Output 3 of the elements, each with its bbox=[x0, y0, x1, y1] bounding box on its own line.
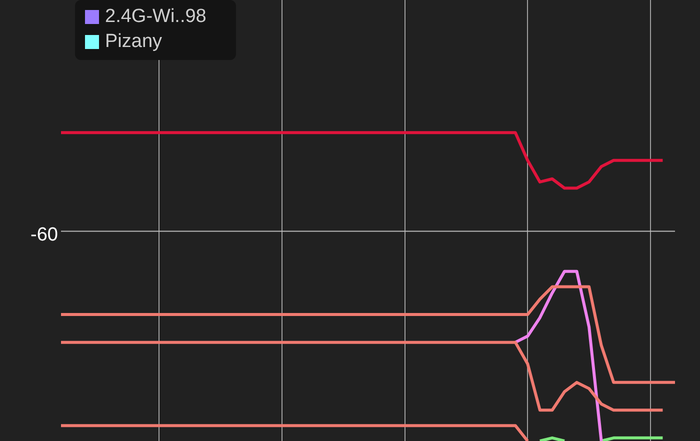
legend-label: Pizany bbox=[105, 30, 162, 52]
text: -60 bbox=[30, 224, 58, 246]
legend-label: 2.4G-Wi..98 bbox=[105, 6, 206, 28]
